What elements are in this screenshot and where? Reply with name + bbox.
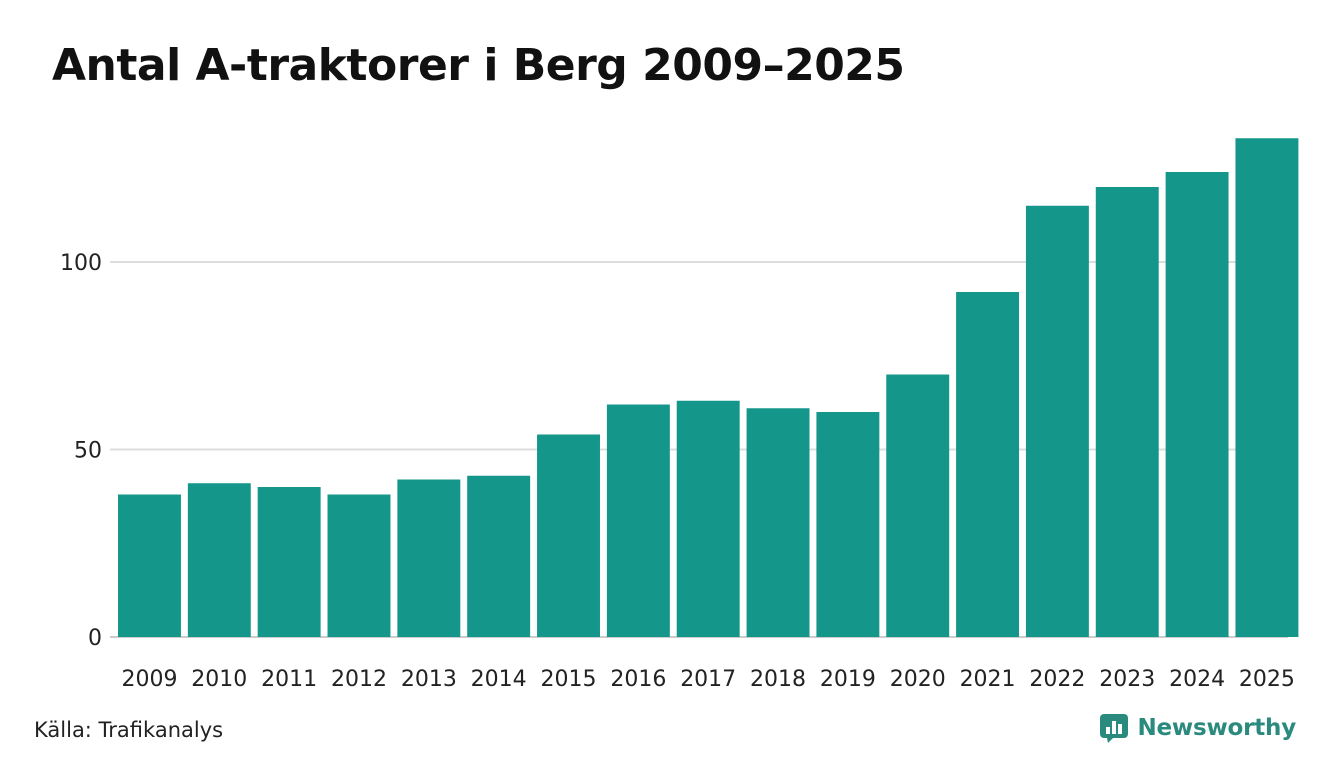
y-tick-label: 0 — [88, 626, 102, 651]
x-tick-label: 2012 — [331, 667, 387, 692]
x-tick-label: 2015 — [541, 667, 597, 692]
x-tick-label: 2021 — [960, 667, 1016, 692]
x-tick-label: 2009 — [121, 667, 177, 692]
source-note: Källa: Trafikanalys — [34, 718, 224, 742]
bars — [118, 138, 1299, 637]
x-tick-label: 2022 — [1029, 667, 1085, 692]
y-axis-ticks: 0 50 100 — [60, 251, 102, 651]
bar-2022 — [1025, 205, 1089, 637]
bar-2011 — [257, 487, 321, 637]
bar-2023 — [1095, 187, 1159, 637]
bar-2024 — [1165, 172, 1229, 637]
x-tick-label: 2023 — [1099, 667, 1155, 692]
bar-2018 — [746, 408, 810, 637]
bar-2017 — [676, 400, 740, 637]
x-tick-label: 2016 — [610, 667, 666, 692]
x-tick-label: 2011 — [261, 667, 317, 692]
newsworthy-logo-icon — [1100, 714, 1129, 743]
bar-2012 — [327, 494, 391, 637]
brand-logo: Newsworthy — [1099, 713, 1296, 743]
y-tick-label: 50 — [74, 439, 102, 464]
x-tick-label: 2019 — [820, 667, 876, 692]
y-tick-label: 100 — [60, 251, 102, 276]
x-tick-label: 2013 — [401, 667, 457, 692]
bar-2019 — [816, 412, 880, 637]
x-axis-ticks: 2009 2010 2011 2012 2013 2014 2015 2016 2017 2018… — [121, 667, 1294, 692]
x-tick-label: 2024 — [1169, 667, 1225, 692]
bar-2016 — [606, 404, 670, 637]
bar-2010 — [187, 483, 251, 637]
x-tick-label: 2017 — [680, 667, 736, 692]
x-tick-label: 2020 — [890, 667, 946, 692]
x-tick-label: 2010 — [191, 667, 247, 692]
bar-2020 — [886, 374, 950, 637]
bar-2021 — [956, 292, 1020, 637]
x-tick-label: 2018 — [750, 667, 806, 692]
bar-2025 — [1235, 138, 1299, 637]
x-tick-label: 2014 — [471, 667, 527, 692]
chart-title: Antal A-traktorer i Berg 2009–2025 — [52, 40, 905, 91]
x-tick-label: 2025 — [1239, 667, 1295, 692]
brand-name: Newsworthy — [1137, 715, 1296, 741]
bar-2015 — [537, 434, 600, 637]
bar-2013 — [397, 479, 461, 637]
bar-2014 — [467, 475, 531, 637]
bar-2009 — [118, 494, 181, 637]
